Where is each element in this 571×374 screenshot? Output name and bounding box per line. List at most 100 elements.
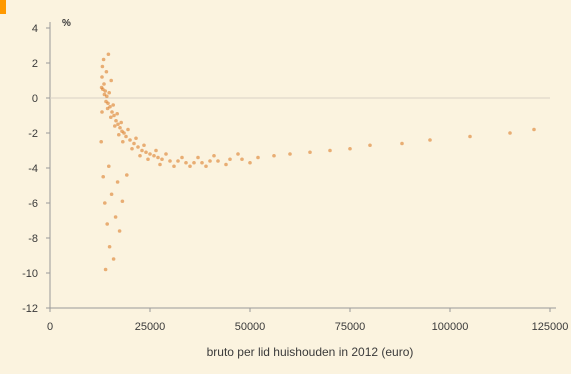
data-point (192, 160, 196, 165)
y-tick-label: 2 (32, 58, 38, 70)
data-point (532, 127, 536, 132)
data-point (109, 192, 114, 197)
data-point (99, 85, 104, 90)
data-point (116, 122, 120, 127)
data-point (228, 157, 232, 162)
data-point (288, 152, 292, 156)
data-point (130, 146, 134, 151)
x-tick-label: 0 (47, 321, 53, 333)
data-point (100, 110, 104, 114)
data-point (104, 99, 108, 104)
data-point (113, 124, 117, 128)
data-point (114, 118, 118, 123)
data-point (328, 148, 332, 153)
y-tick-label: 4 (32, 23, 38, 35)
data-point (111, 103, 115, 107)
data-point (196, 155, 200, 160)
x-tick-label: 75000 (335, 321, 366, 333)
data-point (152, 153, 156, 158)
x-tick-label: 25000 (135, 321, 166, 333)
data-point (134, 136, 138, 141)
data-point (184, 160, 188, 165)
y-tick-label: -4 (28, 163, 38, 175)
data-point (142, 143, 146, 148)
x-tick-label: 50000 (235, 321, 266, 333)
y-axis-unit-label: % (62, 18, 71, 29)
data-point (180, 155, 184, 160)
data-point (156, 155, 160, 160)
data-point (102, 92, 107, 97)
data-point (256, 155, 260, 160)
data-point (107, 164, 111, 169)
x-axis-title: bruto per lid huishouden in 2012 (euro) (207, 345, 414, 359)
data-point (200, 160, 204, 165)
data-point (120, 199, 125, 204)
data-point (158, 162, 162, 167)
data-point (236, 152, 240, 156)
y-tick-label: -6 (28, 198, 38, 210)
data-point (168, 159, 172, 163)
data-point (138, 153, 142, 158)
data-point (368, 143, 372, 148)
data-point (160, 157, 164, 162)
data-point (164, 152, 168, 156)
data-point (112, 113, 116, 118)
data-point (216, 159, 220, 163)
data-point (106, 52, 111, 57)
data-point (104, 69, 109, 74)
corner-accent (0, 0, 6, 14)
data-point (126, 127, 130, 132)
x-tick-label: 100000 (432, 321, 469, 333)
data-point (428, 138, 432, 142)
data-point (204, 164, 208, 169)
data-point (113, 215, 118, 219)
y-tick-label: -8 (28, 233, 38, 245)
data-point (124, 134, 128, 139)
data-point (348, 146, 352, 151)
data-point (103, 267, 108, 272)
data-point (140, 148, 144, 153)
data-point (100, 75, 104, 79)
data-point (110, 110, 114, 114)
data-point (308, 150, 312, 155)
data-point (188, 164, 192, 169)
data-point (100, 64, 105, 69)
data-point (154, 148, 158, 153)
data-point (117, 132, 121, 137)
data-point (468, 134, 472, 139)
data-point (111, 257, 116, 261)
data-point (146, 157, 150, 162)
data-point (109, 78, 113, 83)
data-point (240, 157, 244, 162)
y-tick-label: -2 (28, 128, 38, 140)
data-point (107, 90, 111, 95)
data-point (176, 159, 180, 163)
data-point (119, 120, 123, 125)
y-tick-label: -12 (22, 303, 38, 315)
data-point (101, 174, 105, 179)
data-point (103, 201, 107, 205)
data-point (248, 160, 252, 165)
data-point (508, 131, 512, 135)
data-point (118, 125, 122, 130)
y-axis: 4 2 0 -2 -4 -6 -8 -10 -12 (22, 22, 51, 315)
data-point (224, 162, 228, 167)
data-point (102, 82, 106, 86)
data-point (136, 145, 140, 149)
x-axis: 0 25000 50000 75000 100000 125000 (47, 307, 569, 333)
data-point (121, 139, 125, 144)
data-point (99, 139, 103, 144)
data-point (400, 141, 404, 146)
data-point (115, 180, 120, 184)
data-point (148, 152, 152, 156)
data-point (101, 57, 106, 62)
data-point (172, 164, 176, 169)
data-point (115, 111, 119, 116)
data-point (125, 173, 129, 177)
data-point (132, 141, 136, 146)
data-point (109, 115, 113, 120)
x-tick-label: 125000 (532, 321, 569, 333)
data-point (128, 138, 132, 142)
